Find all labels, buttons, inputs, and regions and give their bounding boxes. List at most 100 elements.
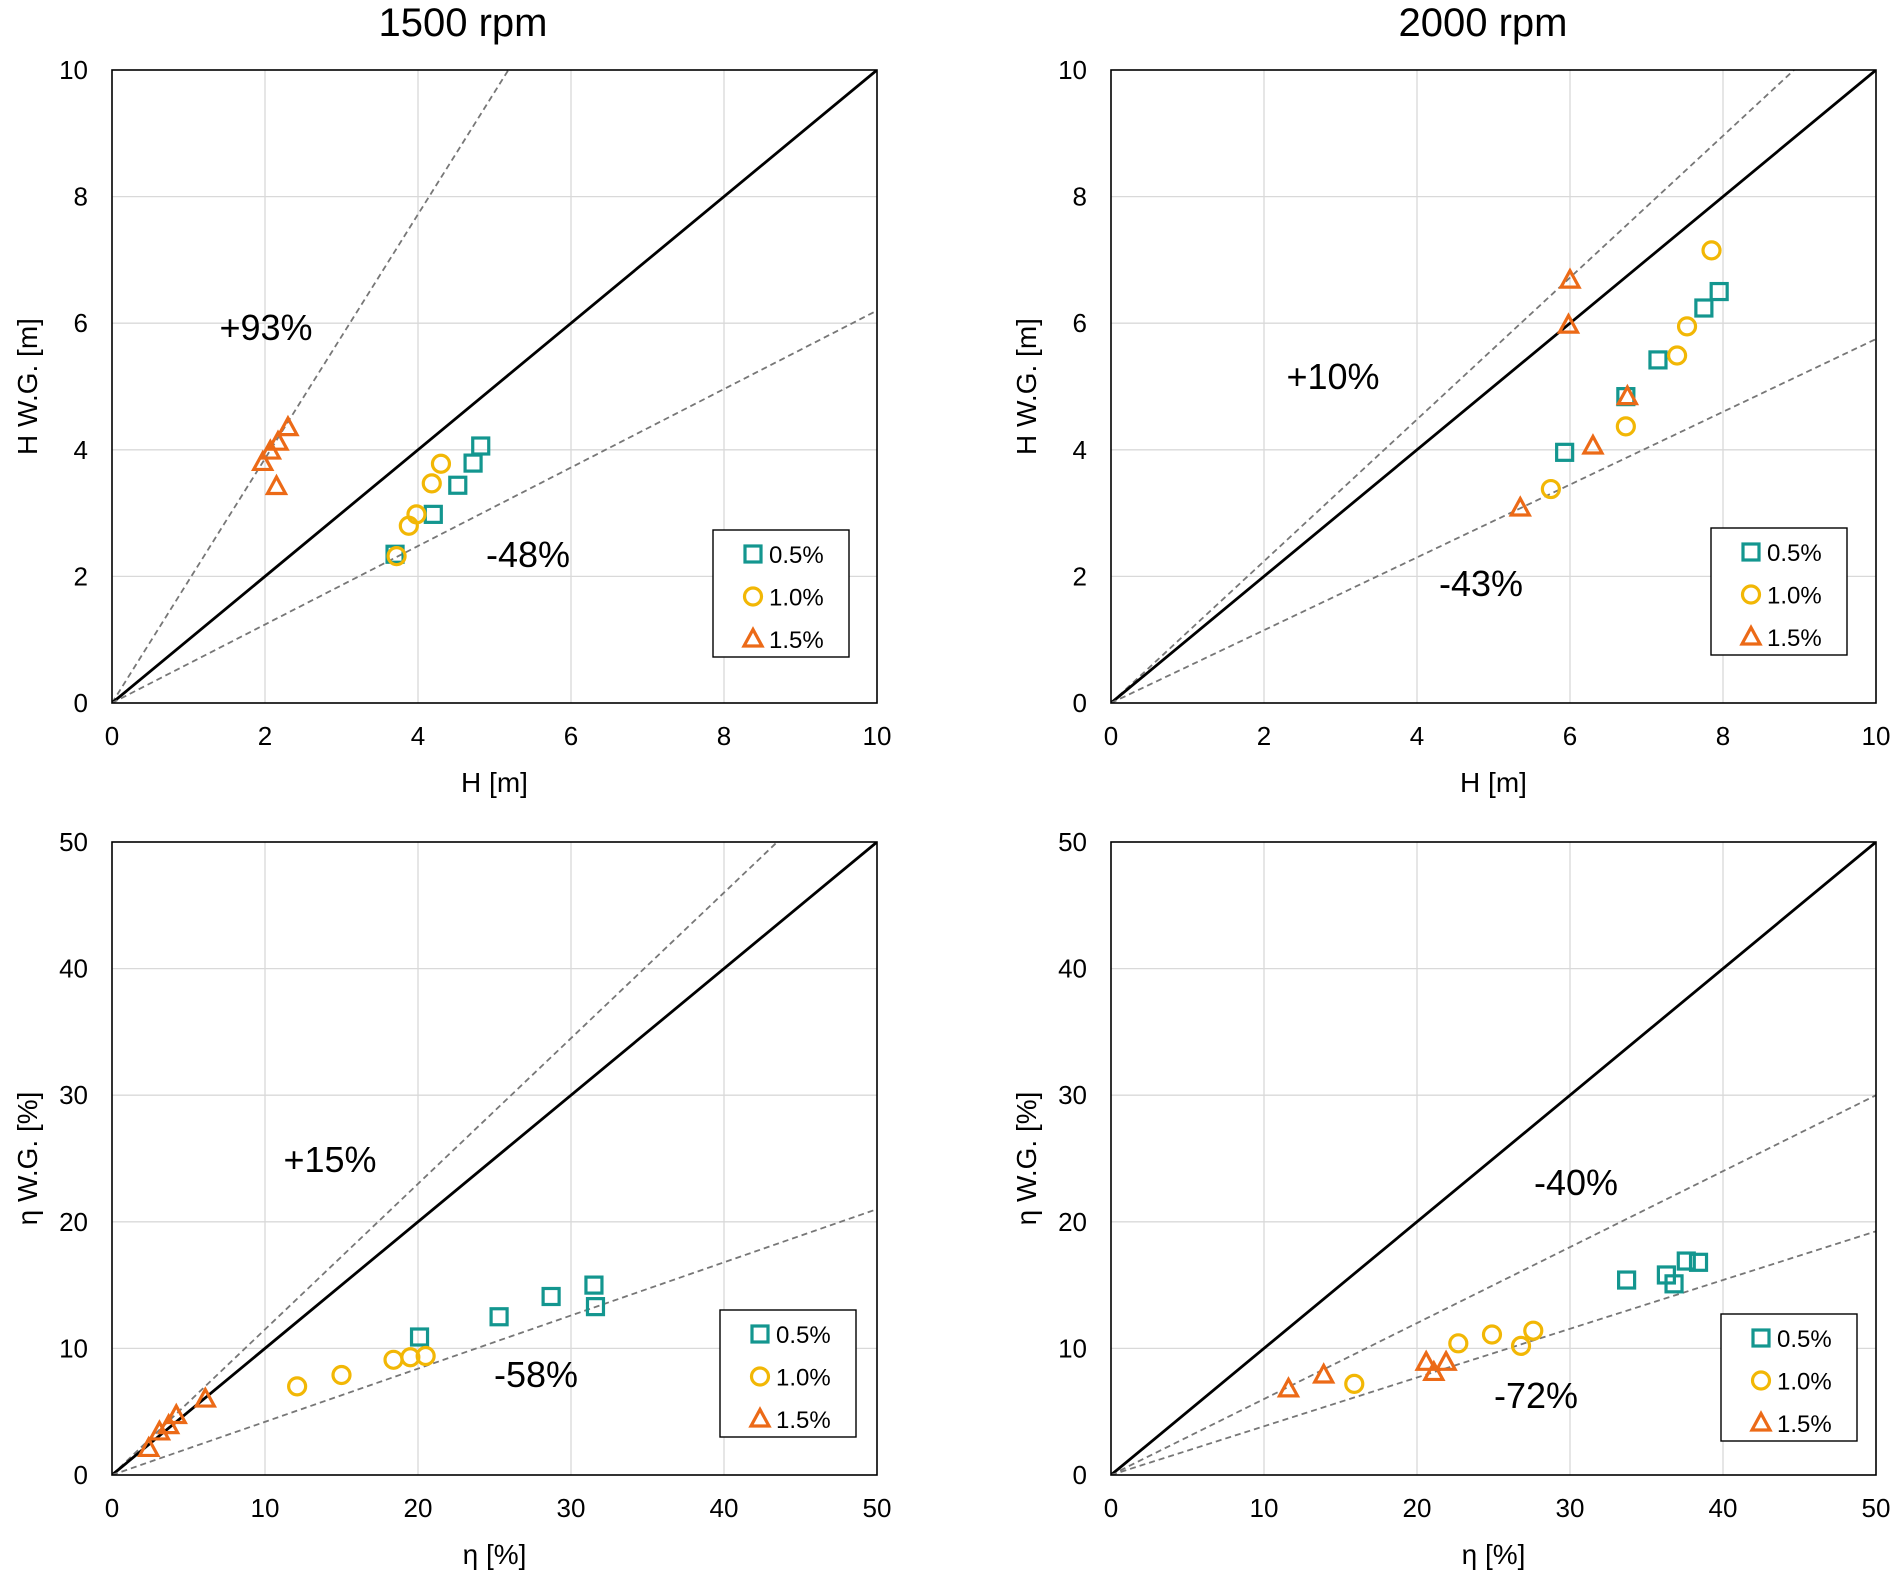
series-1.0% (386, 453, 452, 567)
x-tick-label: 30 (557, 1493, 586, 1523)
square-marker (1676, 1251, 1696, 1271)
series-1.0% (1344, 1320, 1544, 1394)
plot-frame (111, 69, 878, 704)
percent-annotation: +10% (1286, 356, 1379, 397)
triangle-marker (276, 414, 300, 437)
y-tick-label: 2 (74, 561, 88, 591)
legend-label: 0.5% (776, 1322, 831, 1349)
y-tick-label: 2 (1073, 561, 1087, 591)
bound-line-3 (1111, 338, 1876, 703)
legend-box (712, 529, 850, 658)
y-tick-label: 10 (59, 1333, 88, 1363)
bound-line-3 (1111, 1230, 1876, 1475)
circle-marker (406, 504, 427, 525)
series-1.5% (137, 1386, 218, 1458)
circle-marker (1701, 240, 1722, 261)
triangle-marker (1434, 1349, 1458, 1371)
circle-marker (1615, 416, 1636, 437)
triangle-marker (1581, 433, 1605, 455)
legend-label: 0.5% (1767, 540, 1822, 567)
identity-line (1111, 70, 1876, 703)
legend-box (1710, 527, 1848, 656)
x-tick-label: 20 (404, 1493, 433, 1523)
bound-line-1 (1111, 70, 1795, 703)
y-tick-label: 20 (59, 1207, 88, 1237)
x-tick-label: 4 (1410, 721, 1424, 751)
y-tick-label: 8 (1073, 182, 1087, 212)
circle-marker (1510, 1335, 1532, 1356)
legend: 0.5% 1.0% 1.5% (1720, 1313, 1858, 1442)
legend-label: 1.5% (776, 1407, 831, 1434)
x-tick-label: 0 (1104, 721, 1118, 751)
bound-line-3 (112, 309, 877, 703)
x-tick-label: 2 (1257, 721, 1271, 751)
legend-square-marker (750, 1324, 770, 1344)
circle-marker (1481, 1324, 1503, 1345)
x-tick-label: 10 (1862, 721, 1891, 751)
reference-lines (1111, 70, 1876, 703)
x-tick-label: 40 (710, 1493, 739, 1523)
square-marker (463, 453, 483, 473)
circle-marker (1523, 1320, 1544, 1341)
circle-marker (415, 1345, 436, 1367)
square-marker (1555, 442, 1575, 462)
square-marker (448, 475, 468, 495)
plot-frame (1110, 69, 1877, 704)
reference-lines (112, 842, 877, 1475)
y-tick-label: 10 (59, 55, 88, 85)
triangle-marker (137, 1435, 161, 1458)
square-marker (584, 1275, 604, 1295)
plot-frame (1110, 841, 1877, 1476)
legend-square-marker (743, 544, 763, 564)
x-tick-label: 2 (258, 721, 272, 751)
bound-line-3 (112, 1208, 877, 1475)
x-tick-label: 40 (1709, 1493, 1738, 1523)
percent-annotation: -48% (486, 534, 570, 575)
legend-circle-marker (1750, 1370, 1772, 1391)
bound-line-1 (112, 842, 778, 1475)
percent-annotation: -58% (494, 1354, 578, 1395)
legend-label: 1.5% (1767, 625, 1822, 652)
y-tick-label: 40 (1058, 954, 1087, 984)
triangle-marker (147, 1419, 172, 1441)
legend-label: 1.5% (1777, 1411, 1832, 1438)
plot-frame (111, 841, 878, 1476)
legend-label: 1.0% (1777, 1369, 1832, 1396)
triangle-marker (1276, 1376, 1301, 1398)
reference-lines (112, 70, 877, 703)
triangle-marker (264, 473, 289, 496)
y-tick-label: 8 (74, 182, 88, 212)
circle-marker (1676, 316, 1698, 337)
y-axis-label: η W.G. [%] (12, 1092, 43, 1226)
x-tick-label: 30 (1556, 1493, 1585, 1523)
series-0.5% (1617, 1251, 1709, 1294)
legend-label: 1.0% (776, 1365, 831, 1392)
y-axis-label: H W.G. [m] (1011, 318, 1042, 455)
legend-label: 1.0% (769, 585, 824, 612)
square-marker (471, 436, 491, 456)
column-title-2000rpm: 2000 rpm (1399, 1, 1568, 45)
x-tick-label: 0 (105, 721, 119, 751)
chart-panel-3: 0 10 20 30 40 50 0 10 20 30 40 50 η [%] η W.G. [%] +15… (12, 827, 891, 1570)
x-tick-label: 10 (251, 1493, 280, 1523)
triangle-marker (1311, 1362, 1336, 1384)
legend-box (1720, 1313, 1858, 1442)
legend-triangle-marker (748, 1406, 772, 1428)
x-axis-label: η [%] (463, 1539, 527, 1570)
x-tick-label: 50 (1862, 1493, 1891, 1523)
x-tick-label: 10 (1250, 1493, 1279, 1523)
y-tick-label: 4 (1073, 435, 1087, 465)
x-tick-label: 8 (717, 721, 731, 751)
triangle-marker (156, 1412, 181, 1435)
x-tick-label: 6 (1563, 721, 1577, 751)
identity-line (112, 842, 877, 1475)
triangle-marker (1414, 1349, 1438, 1371)
x-axis-label: H [m] (461, 767, 528, 798)
y-tick-label: 10 (1058, 55, 1087, 85)
circle-marker (421, 473, 442, 494)
triangle-marker (251, 449, 275, 472)
percent-annotation: +15% (283, 1139, 376, 1180)
circle-marker (383, 1349, 404, 1370)
y-tick-label: 20 (1058, 1207, 1087, 1237)
x-axis-label: H [m] (1460, 767, 1527, 798)
